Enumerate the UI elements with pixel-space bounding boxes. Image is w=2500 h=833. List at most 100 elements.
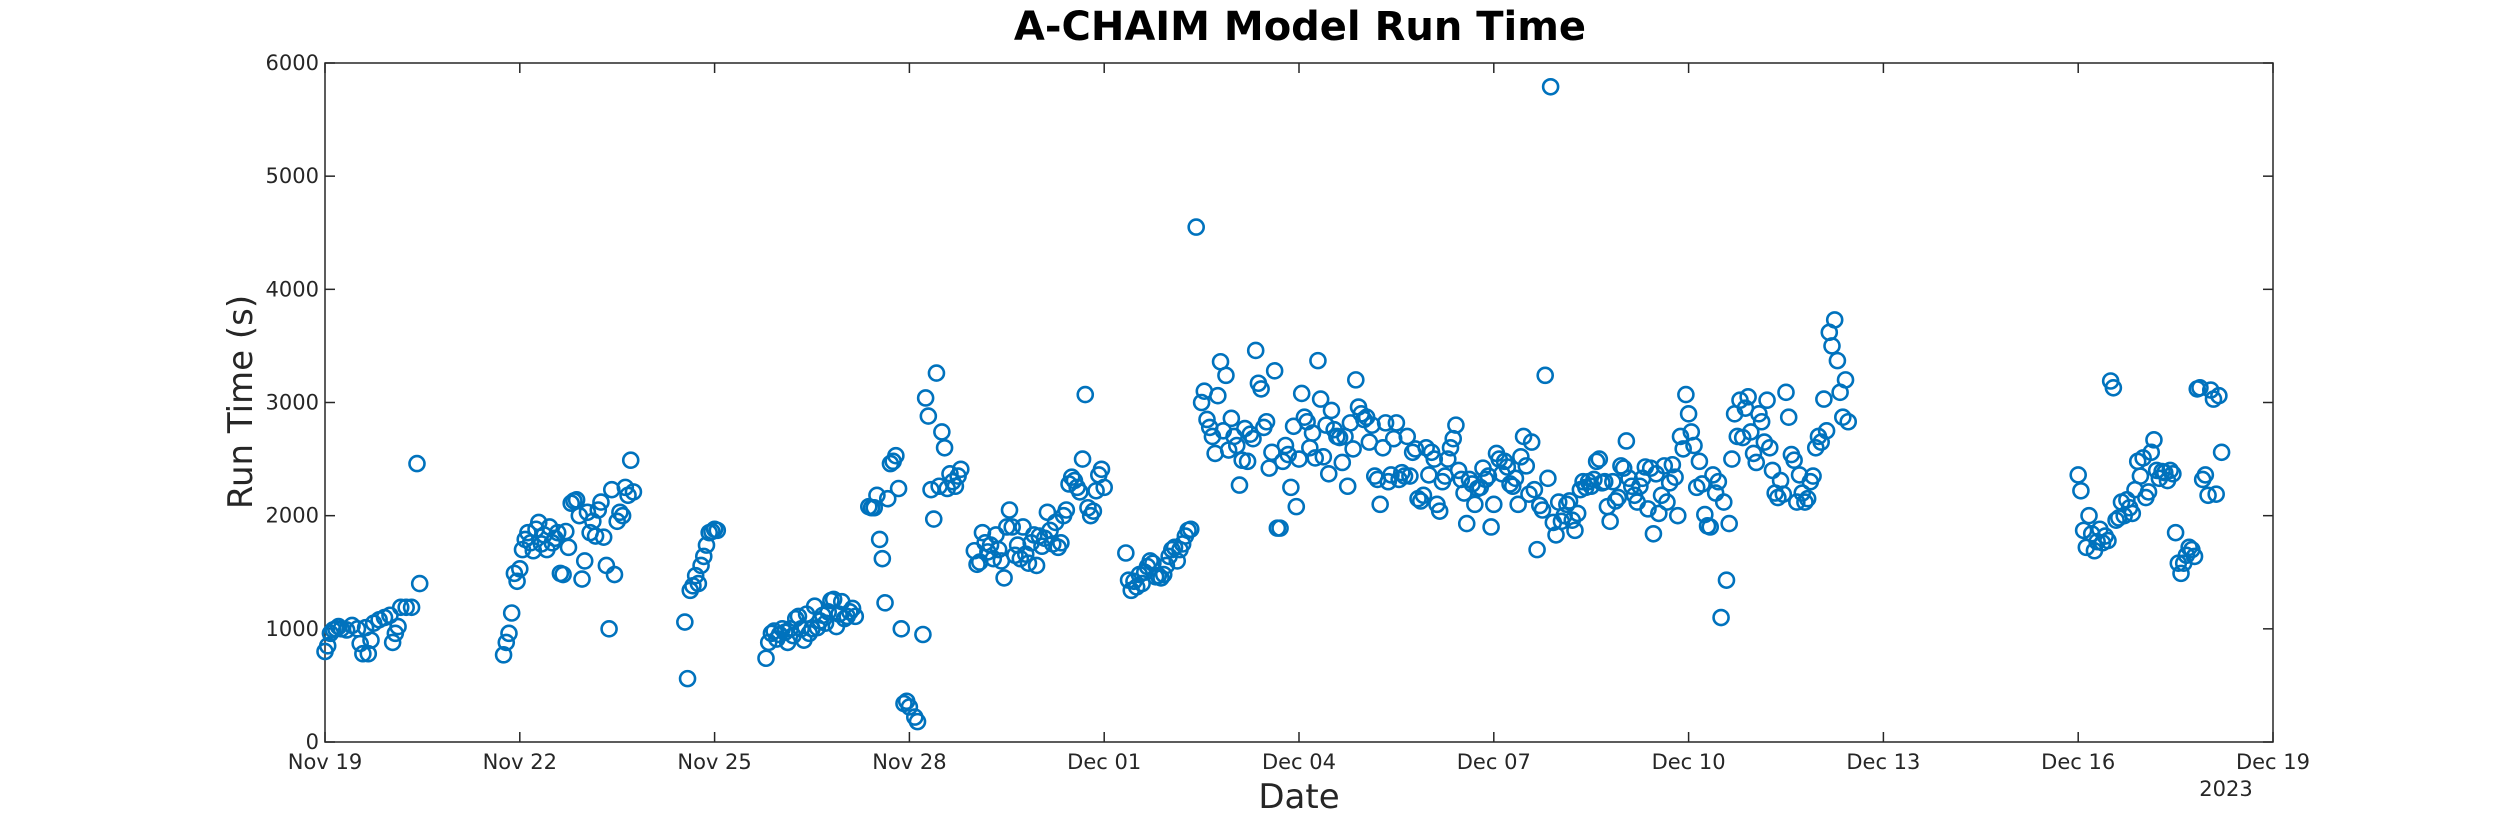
- data-point: [1417, 438, 1435, 457]
- y-tick-label: 4000: [266, 277, 319, 301]
- data-point: [968, 555, 986, 574]
- data-point: [816, 614, 835, 632]
- data-point: [1371, 495, 1389, 514]
- data-point: [1157, 556, 1176, 575]
- data-point: [575, 552, 594, 570]
- data-point: [1528, 540, 1546, 559]
- data-point: [1539, 469, 1557, 488]
- data-point: [1271, 519, 1289, 537]
- data-point: [2080, 506, 2098, 525]
- data-point: [1712, 608, 1730, 627]
- data-point: [1420, 466, 1438, 484]
- data-point: [624, 483, 643, 501]
- x-tick-label: Dec 07: [1457, 750, 1531, 774]
- data-point: [1644, 524, 1663, 543]
- data-point: [494, 646, 513, 664]
- data-point: [508, 572, 526, 591]
- data-point: [1476, 470, 1495, 489]
- data-point: [2180, 538, 2198, 557]
- data-point: [383, 633, 402, 652]
- data-point: [1095, 478, 1113, 497]
- data-point: [927, 364, 946, 382]
- data-point: [757, 649, 775, 668]
- data-point: [1793, 484, 1812, 502]
- data-point: [391, 598, 410, 617]
- data-point: [1376, 414, 1395, 432]
- x-tick-label: Nov 19: [288, 750, 362, 774]
- data-point: [1590, 450, 1609, 468]
- data-point: [924, 510, 943, 528]
- data-point: [1209, 386, 1227, 405]
- data-point: [1347, 371, 1365, 389]
- data-point: [1520, 485, 1538, 503]
- data-point: [1244, 429, 1262, 448]
- data-point: [1517, 457, 1536, 475]
- data-point: [1655, 457, 1674, 475]
- y-axis: 0 1000 2000 3000 4000 5000 6000: [266, 51, 2273, 754]
- data-point: [1701, 518, 1720, 536]
- data-point: [1401, 467, 1419, 485]
- data-point: [1742, 423, 1760, 441]
- data-point: [1823, 337, 1841, 355]
- data-point: [1019, 554, 1038, 572]
- data-point: [1777, 383, 1795, 402]
- data-point: [1027, 556, 1046, 575]
- data-point: [327, 620, 345, 638]
- data-point: [870, 530, 889, 549]
- data-point: [1441, 438, 1460, 457]
- data-point: [1839, 412, 1858, 431]
- y-tick-label: 3000: [266, 391, 319, 415]
- data-point: [841, 603, 859, 621]
- data-point: [786, 609, 805, 628]
- chart-title: A-CHAIM Model Run Time: [1014, 4, 1586, 50]
- data-point: [1566, 521, 1584, 540]
- data-point: [1503, 477, 1522, 496]
- data-point: [1198, 410, 1216, 429]
- data-point: [1279, 445, 1297, 464]
- x-axis-label: Date: [1258, 777, 1339, 817]
- data-point: [2145, 431, 2163, 449]
- data-point: [694, 547, 713, 566]
- data-point: [1252, 380, 1270, 398]
- data-point: [1449, 461, 1468, 480]
- data-point: [1668, 506, 1687, 525]
- data-point: [1679, 405, 1698, 423]
- data-point: [919, 407, 938, 425]
- data-point: [1246, 341, 1265, 360]
- data-point: [1525, 480, 1544, 499]
- data-point: [2166, 523, 2185, 542]
- data-point: [1265, 362, 1284, 380]
- data-point: [1076, 385, 1095, 404]
- data-point: [1509, 495, 1527, 514]
- data-point: [692, 556, 710, 575]
- data-point: [952, 460, 970, 479]
- data-point: [1834, 408, 1852, 427]
- data-point: [559, 538, 578, 557]
- data-point: [789, 607, 808, 626]
- data-point: [2131, 467, 2150, 485]
- data-point: [916, 389, 935, 407]
- data-point: [1785, 451, 1803, 470]
- data-point: [2191, 378, 2209, 397]
- data-point: [1690, 452, 1709, 471]
- data-point: [554, 565, 572, 584]
- data-point: [613, 506, 632, 525]
- data-point: [1709, 472, 1728, 491]
- data-point: [1292, 384, 1311, 403]
- data-point: [1677, 385, 1695, 404]
- data-point: [1062, 468, 1081, 486]
- data-point: [410, 574, 429, 593]
- data-point: [2177, 546, 2196, 565]
- data-point: [1825, 311, 1844, 329]
- data-point: [1395, 467, 1414, 485]
- data-point: [686, 566, 705, 585]
- data-point: [1631, 477, 1649, 496]
- data-point: [1798, 489, 1817, 508]
- data-point: [1650, 504, 1668, 523]
- data-point: [502, 604, 521, 622]
- data-point: [1141, 552, 1159, 570]
- data-point: [621, 451, 640, 470]
- data-point: [389, 617, 407, 636]
- data-point: [1000, 501, 1019, 519]
